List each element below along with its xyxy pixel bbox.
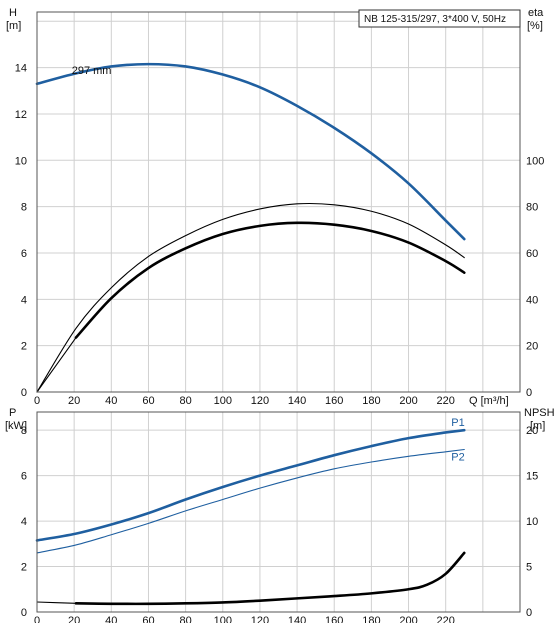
upper-series-1	[36, 202, 465, 393]
upper-curves	[35, 62, 466, 393]
series-label-p2: P2	[451, 452, 464, 464]
upper-yleft-tick-3: 6	[21, 248, 27, 260]
y-left-unit-upper: [m]	[6, 20, 21, 32]
y-right-title-upper: eta	[528, 7, 544, 19]
upper-series-2	[74, 221, 466, 339]
upper-x-tick-2: 40	[105, 395, 117, 407]
lower-yleft-tick-1: 2	[21, 562, 27, 574]
upper-yleft-tick-2: 4	[21, 294, 27, 306]
lower-yright-tick-1: 5	[526, 562, 532, 574]
y-left-unit-lower: [kW]	[5, 420, 27, 432]
lower-yleft-tick-0: 0	[21, 607, 27, 619]
upper-x-tick-1: 20	[68, 395, 80, 407]
lower-x-tick-3: 60	[142, 615, 154, 623]
upper-x-tick-0: 0	[34, 395, 40, 407]
upper-x-tick-8: 160	[325, 395, 343, 407]
upper-x-tick-3: 60	[142, 395, 154, 407]
lower-series-2	[74, 551, 466, 606]
upper-x-tick-9: 180	[362, 395, 380, 407]
lower-x-tick-8: 160	[325, 615, 343, 623]
title-box	[358, 9, 521, 28]
lower-yleft-tick-2: 4	[21, 516, 27, 528]
upper-yright-tick-3: 60	[526, 248, 538, 260]
upper-series-3	[36, 337, 77, 393]
upper-x-tick-5: 100	[214, 395, 232, 407]
lower-x-tick-0: 0	[34, 615, 40, 623]
lower-x-tick-11: 220	[437, 615, 455, 623]
lower-x-tick-1: 20	[68, 615, 80, 623]
lower-series-0	[35, 428, 466, 542]
lower-x-tick-2: 40	[105, 615, 117, 623]
lower-x-tick-9: 180	[362, 615, 380, 623]
lower-x-tick-10: 200	[399, 615, 417, 623]
upper-yleft-tick-1: 2	[21, 341, 27, 353]
y-right-unit-lower: [m]	[530, 420, 545, 432]
y-right-title-lower: NPSH	[524, 407, 555, 419]
upper-series-0	[35, 62, 466, 241]
curve-label-297mm: 297 mm	[72, 65, 112, 77]
lower-yright-tick-2: 10	[526, 516, 538, 528]
y-right-unit-upper: [%]	[527, 20, 543, 32]
chart-title: NB 125-315/297, 3*400 V, 50Hz	[364, 14, 506, 25]
upper-yleft-tick-7: 14	[15, 63, 27, 75]
y-left-title-lower: P	[9, 407, 16, 419]
lower-yright-tick-4: 20	[526, 425, 538, 437]
upper-yleft-tick-6: 12	[15, 109, 27, 121]
upper-x-tick-7: 140	[288, 395, 306, 407]
lower-grid	[36, 412, 520, 613]
lower-yleft-tick-4: 8	[21, 425, 27, 437]
upper-yright-tick-1: 20	[526, 341, 538, 353]
lower-x-tick-5: 100	[214, 615, 232, 623]
lower-yright-tick-0: 0	[526, 607, 532, 619]
lower-plot-frame	[36, 411, 521, 613]
y-left-title-upper: H	[9, 7, 17, 19]
lower-yright-tick-3: 15	[526, 471, 538, 483]
upper-yleft-tick-4: 8	[21, 202, 27, 214]
lower-series-1	[36, 448, 465, 554]
lower-curves	[35, 428, 466, 606]
upper-x-tick-11: 220	[437, 395, 455, 407]
upper-yright-tick-5: 100	[526, 155, 544, 167]
upper-yleft-tick-0: 0	[21, 387, 27, 399]
upper-yleft-tick-5: 10	[15, 155, 27, 167]
upper-yright-tick-4: 80	[526, 202, 538, 214]
lower-x-tick-6: 120	[251, 615, 269, 623]
upper-plot-frame	[36, 11, 521, 393]
upper-yright-tick-0: 0	[526, 387, 532, 399]
lower-x-tick-7: 140	[288, 615, 306, 623]
x-axis-title: Q [m³/h]	[469, 395, 509, 407]
upper-x-tick-10: 200	[399, 395, 417, 407]
lower-yleft-tick-3: 6	[21, 471, 27, 483]
lower-x-tick-4: 80	[179, 615, 191, 623]
series-label-p1: P1	[451, 417, 464, 429]
upper-x-tick-4: 80	[179, 395, 191, 407]
upper-yright-tick-2: 40	[526, 294, 538, 306]
upper-x-tick-6: 120	[251, 395, 269, 407]
lower-series-3	[36, 601, 77, 604]
